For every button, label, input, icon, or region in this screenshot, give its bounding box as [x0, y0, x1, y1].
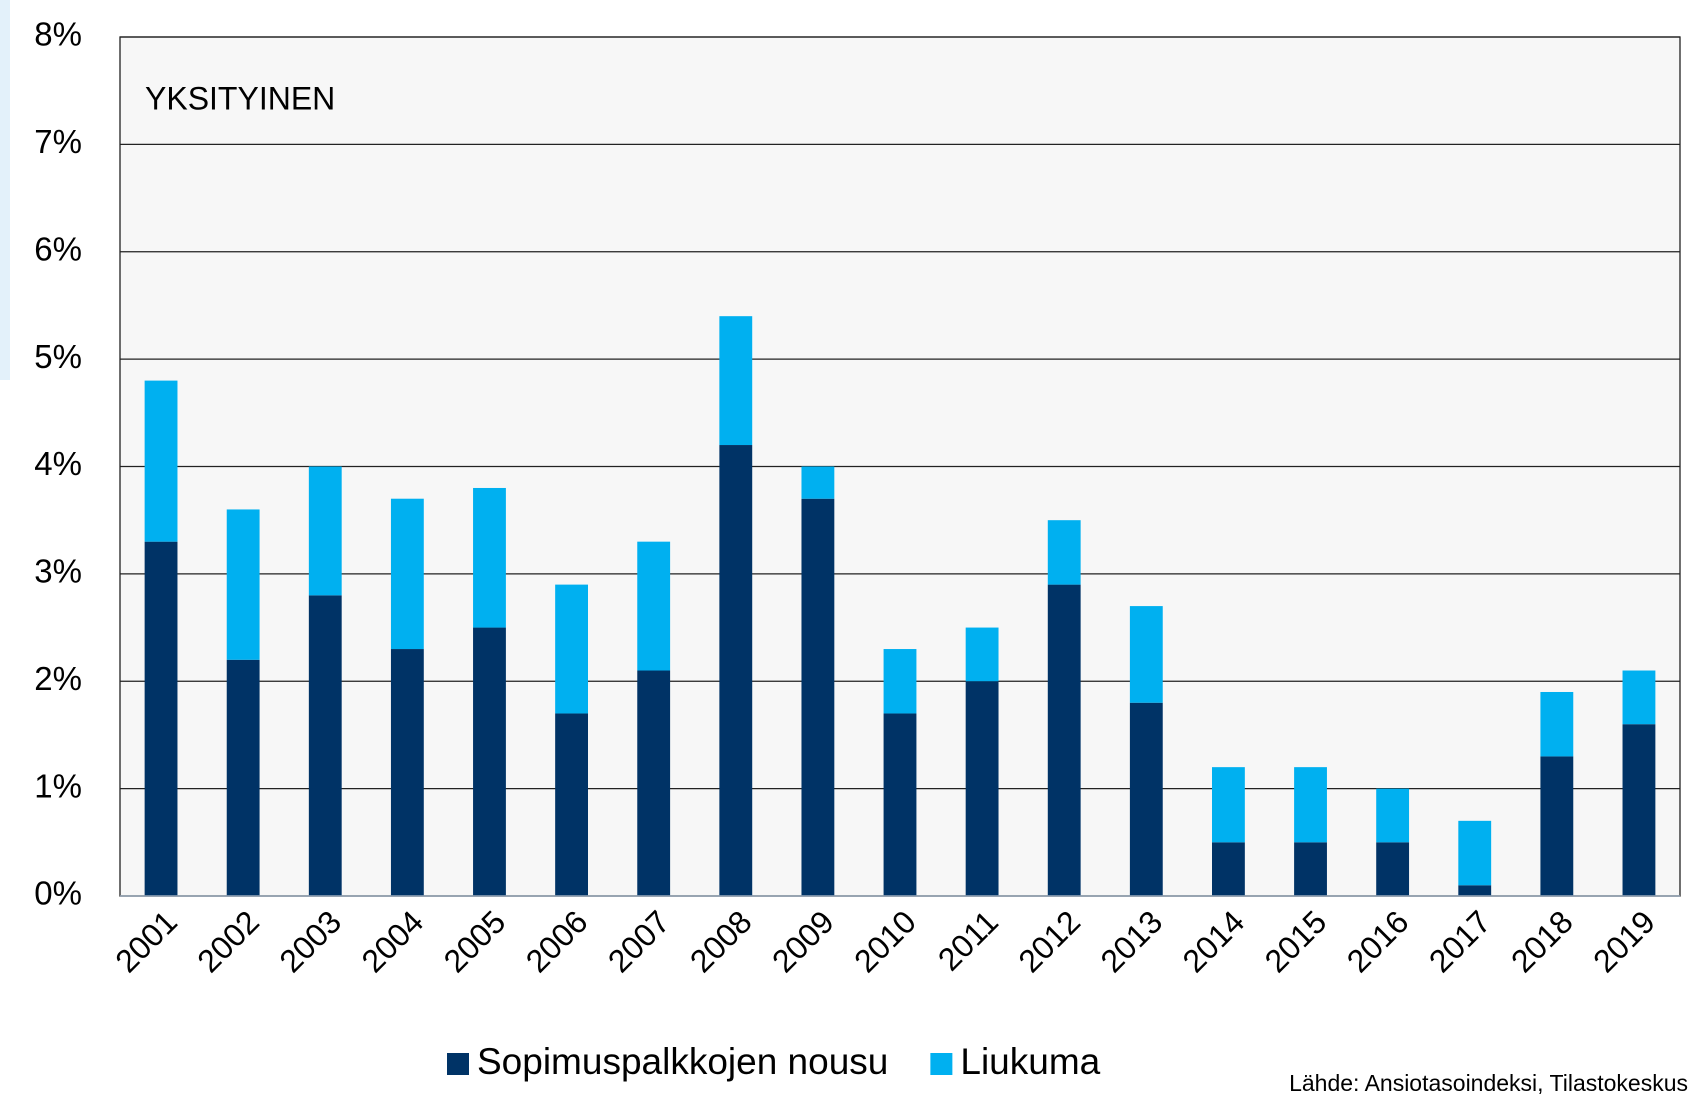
bar-segment	[1540, 756, 1574, 896]
x-tick-label: 2012	[1011, 903, 1087, 979]
bar-segment	[637, 541, 671, 671]
bar-segment	[1376, 842, 1410, 896]
bar-segment	[883, 713, 917, 896]
bar-segment	[1129, 606, 1163, 703]
bar-segment	[308, 466, 342, 596]
bar-segment	[1622, 724, 1656, 896]
x-tick-label: 2019	[1586, 903, 1662, 979]
bar-segment	[144, 541, 178, 896]
bar-segment	[1622, 670, 1656, 725]
y-tick-label: 4%	[34, 445, 82, 482]
source-note: Lähde: Ansiotasoindeksi, Tilastokeskus	[1289, 1070, 1688, 1096]
bar-segment	[473, 487, 506, 628]
x-tick-label: 2005	[437, 903, 513, 979]
bar-segment	[965, 627, 999, 682]
x-tick-label: 2013	[1093, 903, 1169, 979]
bar-segment	[1047, 520, 1081, 585]
x-tick-label: 2003	[272, 903, 348, 979]
bar-segment	[226, 509, 260, 660]
bar-segment	[226, 659, 260, 896]
bar-segment	[801, 498, 835, 896]
y-tick-label: 0%	[34, 875, 82, 912]
x-tick-label: 2018	[1504, 903, 1580, 979]
bar-segment	[390, 649, 424, 896]
y-tick-label: 5%	[34, 338, 82, 375]
bar-segment	[637, 670, 671, 896]
x-tick-label: 2001	[108, 903, 184, 979]
bar-segment	[801, 466, 835, 499]
y-tick-label: 7%	[34, 123, 82, 160]
bar-segment	[719, 316, 753, 446]
legend-label: Sopimuspalkkojen nousu	[477, 1041, 888, 1082]
bar-segment	[1294, 842, 1327, 896]
legend-swatch	[447, 1053, 469, 1075]
bar-segment	[965, 681, 999, 896]
x-tick-label: 2007	[601, 903, 677, 979]
x-tick-label: 2008	[683, 903, 759, 979]
x-tick-label: 2006	[519, 903, 595, 979]
x-tick-label: 2011	[931, 903, 1005, 977]
legend-label: Liukuma	[960, 1041, 1100, 1082]
bar-segment	[1294, 767, 1327, 843]
bar-segment	[555, 713, 588, 896]
y-tick-label: 2%	[34, 660, 82, 697]
x-tick-label: 2002	[190, 903, 266, 979]
x-tick-label: 2004	[355, 903, 431, 979]
bar-segment	[1540, 691, 1574, 757]
legend-swatch	[930, 1053, 953, 1075]
x-tick-label: 2017	[1422, 903, 1498, 979]
y-tick-label: 3%	[34, 553, 82, 590]
x-tick-label: 2009	[765, 903, 841, 979]
bar-segment	[883, 649, 917, 714]
bar-segment	[1458, 820, 1492, 886]
y-tick-label: 8%	[34, 16, 82, 53]
bar-segment	[1047, 584, 1081, 896]
bar-segment	[308, 595, 342, 896]
annotation: YKSITYINEN	[145, 80, 335, 116]
bar-segment	[1212, 842, 1245, 896]
bar-segment	[1129, 702, 1163, 896]
y-tick-label: 1%	[34, 767, 82, 804]
bar-segment	[390, 498, 424, 650]
x-tick-label: 2014	[1176, 903, 1252, 979]
bar-segment	[555, 584, 588, 714]
bar-segment	[144, 380, 178, 542]
x-tick-label: 2015	[1258, 903, 1334, 979]
bar-segment	[719, 445, 753, 896]
y-tick-label: 6%	[34, 230, 82, 267]
bar-segment	[1212, 767, 1245, 843]
bar-segment	[1376, 788, 1410, 843]
bar-segment	[1458, 885, 1492, 896]
x-tick-label: 2016	[1340, 903, 1416, 979]
bar-segment	[473, 627, 506, 896]
x-tick-label: 2010	[847, 903, 923, 979]
edge-accent	[0, 0, 10, 380]
